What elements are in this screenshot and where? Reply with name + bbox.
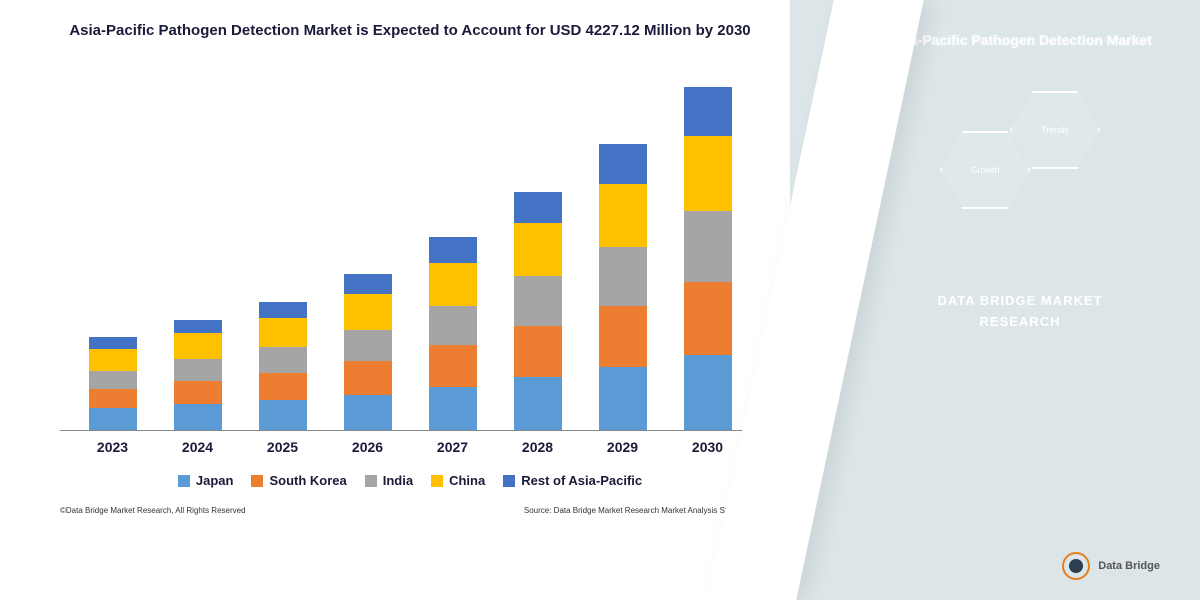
bar-segment: [514, 192, 562, 224]
legend-label: Japan: [196, 473, 234, 488]
bar-segment: [429, 345, 477, 386]
legend-swatch-icon: [365, 475, 377, 487]
legend-swatch-icon: [178, 475, 190, 487]
bar-segment: [89, 349, 137, 371]
legend-label: India: [383, 473, 413, 488]
bar-segment: [514, 377, 562, 430]
logo-text: Data Bridge: [1098, 560, 1160, 572]
x-axis-label: 2028: [514, 439, 562, 455]
legend-swatch-icon: [503, 475, 515, 487]
legend-item: Japan: [178, 473, 234, 488]
bar-segment: [514, 276, 562, 325]
legend-item: Rest of Asia-Pacific: [503, 473, 642, 488]
x-axis-labels: 2023 2024 2025 2026 2027 2028 2029 2030: [60, 431, 760, 455]
bar-segment: [344, 294, 392, 329]
bar-segment: [684, 355, 732, 430]
brand-line-2: RESEARCH: [937, 312, 1102, 333]
bar-segment: [174, 404, 222, 430]
bar-segment: [599, 144, 647, 183]
x-axis-label: 2027: [429, 439, 477, 455]
bar-segment: [344, 330, 392, 362]
footnote-left: ©Data Bridge Market Research, All Rights…: [60, 506, 246, 515]
bar-column: [599, 144, 647, 430]
hexagon-graphic: Growth Trends: [930, 81, 1110, 261]
x-axis-label: 2029: [599, 439, 647, 455]
brand-text: DATA BRIDGE MARKET RESEARCH: [937, 291, 1102, 333]
bar-column: [684, 87, 732, 430]
bar-segment: [684, 136, 732, 211]
bar-segment: [684, 282, 732, 355]
legend-label: China: [449, 473, 485, 488]
bar-segment: [344, 395, 392, 430]
bar-segment: [599, 247, 647, 306]
bar-segment: [514, 223, 562, 276]
logo-badge: Data Bridge: [1062, 552, 1160, 580]
bar-segment: [259, 302, 307, 318]
bar-segment: [344, 274, 392, 294]
legend-label: Rest of Asia-Pacific: [521, 473, 642, 488]
hexagon-icon: Trends: [1010, 91, 1100, 169]
logo-icon: [1062, 552, 1090, 580]
x-axis-label: 2026: [344, 439, 392, 455]
brand-line-1: DATA BRIDGE MARKET: [937, 291, 1102, 312]
main-container: Asia-Pacific Pathogen Detection Market i…: [0, 0, 1200, 600]
bar-segment: [174, 320, 222, 334]
bar-column: [429, 237, 477, 430]
chart-footnotes: ©Data Bridge Market Research, All Rights…: [60, 506, 760, 515]
x-axis-label: 2024: [174, 439, 222, 455]
bar-segment: [429, 263, 477, 306]
chart-title: Asia-Pacific Pathogen Detection Market i…: [60, 20, 760, 41]
legend-item: India: [365, 473, 413, 488]
legend-swatch-icon: [251, 475, 263, 487]
bar-segment: [259, 318, 307, 348]
bar-segment: [259, 347, 307, 373]
legend-label: South Korea: [269, 473, 346, 488]
bar-segment: [429, 306, 477, 345]
bar-segment: [599, 184, 647, 247]
bar-segment: [344, 361, 392, 394]
right-panel-title: Asia-Pacific Pathogen Detection Market: [888, 30, 1152, 51]
bar-segment: [429, 387, 477, 430]
legend-swatch-icon: [431, 475, 443, 487]
chart-legend: Japan South Korea India China Rest of Asia-P…: [60, 473, 760, 488]
bar-segment: [684, 211, 732, 282]
bar-segment: [89, 371, 137, 389]
bar-segment: [259, 400, 307, 430]
bar-segment: [174, 381, 222, 405]
bar-column: [514, 192, 562, 430]
stacked-bar-chart: [60, 71, 760, 431]
bar-segment: [599, 306, 647, 367]
bar-column: [174, 320, 222, 430]
bar-segment: [89, 389, 137, 409]
bar-segment: [89, 337, 137, 349]
bar-segment: [599, 367, 647, 430]
bar-segment: [429, 237, 477, 263]
bar-segment: [174, 359, 222, 381]
bar-segment: [89, 408, 137, 430]
bar-column: [344, 274, 392, 430]
bar-column: [89, 337, 137, 430]
x-axis-label: 2030: [684, 439, 732, 455]
bar-segment: [684, 87, 732, 136]
x-axis-label: 2023: [89, 439, 137, 455]
bar-segment: [174, 333, 222, 359]
chart-section: Asia-Pacific Pathogen Detection Market i…: [0, 0, 790, 600]
bar-segment: [514, 326, 562, 377]
x-axis-label: 2025: [259, 439, 307, 455]
legend-item: China: [431, 473, 485, 488]
bar-column: [259, 302, 307, 430]
bar-segment: [259, 373, 307, 401]
legend-item: South Korea: [251, 473, 346, 488]
hexagon-icon: Growth: [940, 131, 1030, 209]
